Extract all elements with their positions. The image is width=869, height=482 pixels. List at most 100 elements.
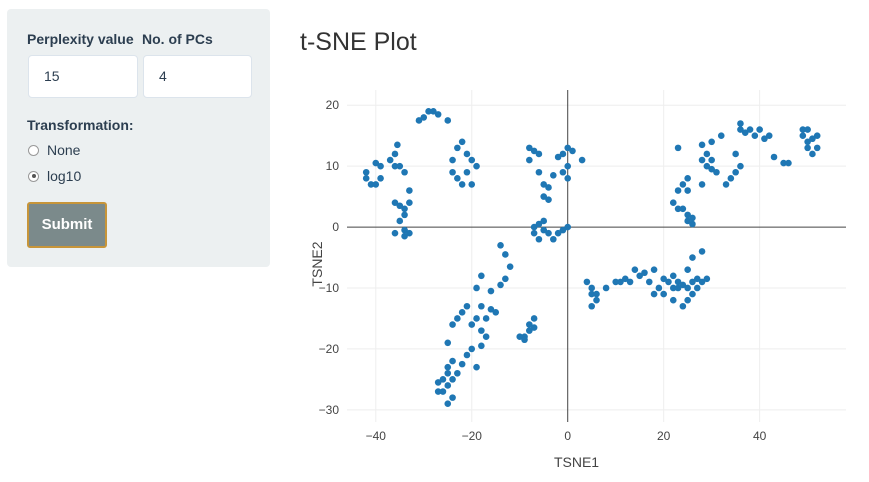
- data-point[interactable]: [487, 306, 495, 313]
- data-points[interactable]: [362, 108, 821, 408]
- data-point[interactable]: [674, 187, 682, 194]
- data-point[interactable]: [530, 223, 538, 231]
- data-point[interactable]: [751, 132, 759, 139]
- data-point[interactable]: [588, 302, 596, 310]
- data-point[interactable]: [535, 150, 543, 158]
- data-point[interactable]: [693, 284, 701, 292]
- data-point[interactable]: [703, 150, 711, 158]
- data-point[interactable]: [732, 168, 739, 176]
- data-point[interactable]: [401, 211, 408, 219]
- data-point[interactable]: [473, 315, 480, 322]
- data-point[interactable]: [679, 181, 687, 188]
- data-point[interactable]: [684, 266, 691, 274]
- data-point[interactable]: [717, 132, 725, 139]
- data-point[interactable]: [588, 290, 596, 298]
- data-point[interactable]: [406, 229, 413, 237]
- data-point[interactable]: [550, 171, 557, 179]
- data-point[interactable]: [463, 168, 471, 176]
- data-point[interactable]: [377, 175, 384, 182]
- data-point[interactable]: [669, 272, 677, 280]
- data-point[interactable]: [526, 144, 533, 152]
- radio-option-none[interactable]: None: [28, 141, 80, 159]
- data-point[interactable]: [809, 150, 816, 158]
- data-point[interactable]: [468, 181, 476, 188]
- data-point[interactable]: [785, 159, 792, 167]
- data-point[interactable]: [578, 156, 586, 164]
- data-point[interactable]: [458, 309, 466, 316]
- data-point[interactable]: [396, 217, 404, 225]
- data-point[interactable]: [564, 223, 572, 231]
- data-point[interactable]: [698, 181, 706, 188]
- data-point[interactable]: [617, 278, 624, 286]
- data-point[interactable]: [401, 168, 408, 176]
- data-point[interactable]: [593, 296, 600, 304]
- data-point[interactable]: [564, 175, 572, 182]
- data-point[interactable]: [454, 175, 461, 182]
- data-point[interactable]: [737, 162, 744, 170]
- data-point[interactable]: [737, 120, 744, 127]
- data-point[interactable]: [564, 144, 572, 152]
- data-point[interactable]: [530, 147, 538, 155]
- data-point[interactable]: [444, 363, 452, 371]
- data-point[interactable]: [391, 199, 399, 206]
- data-point[interactable]: [526, 156, 533, 164]
- data-point[interactable]: [645, 278, 653, 286]
- data-point[interactable]: [449, 156, 456, 164]
- data-point[interactable]: [458, 360, 466, 368]
- data-point[interactable]: [602, 284, 610, 292]
- data-point[interactable]: [703, 275, 711, 283]
- data-point[interactable]: [454, 315, 461, 322]
- data-point[interactable]: [449, 168, 456, 176]
- data-point[interactable]: [588, 284, 596, 292]
- data-point[interactable]: [540, 193, 548, 200]
- data-point[interactable]: [626, 278, 634, 286]
- data-point[interactable]: [761, 135, 768, 143]
- data-point[interactable]: [732, 150, 739, 158]
- data-point[interactable]: [804, 126, 811, 133]
- data-point[interactable]: [430, 108, 437, 115]
- data-point[interactable]: [482, 315, 490, 322]
- data-point[interactable]: [535, 168, 543, 176]
- data-point[interactable]: [708, 138, 715, 146]
- data-point[interactable]: [506, 263, 514, 270]
- data-point[interactable]: [482, 333, 490, 341]
- data-point[interactable]: [377, 162, 384, 170]
- data-point[interactable]: [406, 187, 413, 194]
- data-point[interactable]: [540, 217, 548, 225]
- data-point[interactable]: [449, 376, 456, 383]
- data-point[interactable]: [679, 281, 687, 289]
- data-point[interactable]: [406, 199, 413, 206]
- data-point[interactable]: [631, 266, 639, 274]
- radio-log10-icon[interactable]: [28, 170, 39, 182]
- data-point[interactable]: [583, 278, 591, 286]
- data-point[interactable]: [679, 205, 687, 213]
- data-point[interactable]: [444, 369, 452, 377]
- data-point[interactable]: [535, 220, 543, 228]
- data-point[interactable]: [454, 144, 461, 152]
- data-point[interactable]: [502, 251, 509, 258]
- data-point[interactable]: [689, 220, 696, 228]
- data-point[interactable]: [458, 181, 466, 188]
- data-point[interactable]: [693, 275, 701, 283]
- data-point[interactable]: [569, 147, 576, 155]
- data-point[interactable]: [593, 290, 600, 298]
- data-point[interactable]: [487, 287, 495, 295]
- data-point[interactable]: [674, 284, 682, 292]
- data-point[interactable]: [473, 284, 480, 292]
- data-point[interactable]: [449, 357, 456, 365]
- data-point[interactable]: [550, 235, 557, 243]
- data-point[interactable]: [554, 229, 562, 237]
- data-point[interactable]: [415, 117, 423, 124]
- data-point[interactable]: [439, 376, 447, 383]
- data-point[interactable]: [391, 150, 399, 158]
- data-point[interactable]: [737, 126, 744, 133]
- data-point[interactable]: [636, 272, 643, 280]
- data-point[interactable]: [689, 254, 696, 261]
- data-point[interactable]: [478, 327, 485, 334]
- data-point[interactable]: [703, 162, 711, 170]
- data-point[interactable]: [396, 202, 404, 210]
- submit-button[interactable]: Submit: [27, 202, 107, 248]
- data-point[interactable]: [478, 302, 485, 310]
- data-point[interactable]: [765, 132, 773, 139]
- data-point[interactable]: [386, 156, 394, 164]
